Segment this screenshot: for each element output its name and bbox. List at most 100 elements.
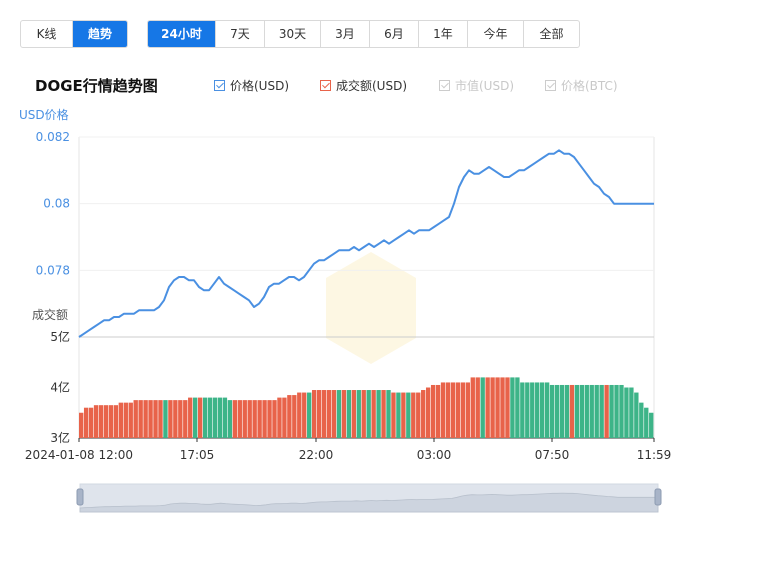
volume-bar bbox=[138, 400, 143, 438]
legend-checkbox-icon[interactable] bbox=[545, 80, 556, 91]
volume-tick-label: 5亿 bbox=[50, 329, 70, 344]
volume-bar bbox=[406, 392, 411, 438]
volume-bar bbox=[158, 400, 163, 438]
volume-bar bbox=[634, 392, 639, 438]
volume-bar bbox=[282, 397, 287, 438]
time-range-tabs: 24小时 7天 30天 3月 6月 1年 今年 全部 bbox=[147, 20, 580, 48]
volume-bar bbox=[525, 382, 530, 438]
volume-bar bbox=[416, 392, 421, 438]
volume-bar bbox=[163, 400, 168, 438]
volume-bar bbox=[336, 390, 342, 438]
volume-bar bbox=[307, 392, 312, 438]
volume-bar bbox=[391, 392, 396, 438]
legend-item-3[interactable]: 价格(BTC) bbox=[545, 77, 618, 94]
legend-checkbox-icon[interactable] bbox=[214, 80, 225, 91]
volume-bar bbox=[178, 400, 183, 438]
legend-label: 价格(USD) bbox=[230, 79, 290, 93]
volume-bar bbox=[609, 384, 614, 438]
volume-bar bbox=[589, 384, 594, 438]
volume-bar bbox=[505, 377, 510, 438]
volume-bar bbox=[559, 384, 565, 438]
volume-bar bbox=[401, 392, 406, 438]
tab-range-3[interactable]: 3月 bbox=[321, 21, 370, 47]
volume-bar bbox=[485, 377, 490, 438]
zoom-handle-right-icon[interactable] bbox=[654, 488, 662, 506]
tab-range-1[interactable]: 7天 bbox=[216, 21, 265, 47]
x-tick-label: 2024-01-08 12:00 bbox=[25, 448, 133, 462]
volume-bar bbox=[207, 397, 213, 438]
legend-item-1[interactable]: 成交额(USD) bbox=[320, 77, 407, 94]
volume-bar bbox=[168, 400, 173, 438]
volume-bar bbox=[272, 400, 277, 438]
volume-bar bbox=[644, 407, 649, 438]
volume-bar bbox=[510, 377, 515, 438]
volume-bar bbox=[262, 400, 267, 438]
tab-range-0[interactable]: 24小时 bbox=[148, 21, 216, 47]
volume-bar bbox=[554, 384, 560, 438]
x-tick-label: 11:59 bbox=[637, 448, 672, 462]
volume-bar bbox=[113, 405, 119, 438]
volume-bar bbox=[614, 384, 619, 438]
volume-bar bbox=[193, 397, 198, 438]
volume-bar bbox=[118, 402, 124, 438]
tab-view-1[interactable]: 趋势 bbox=[73, 21, 127, 47]
volume-bar bbox=[396, 392, 401, 438]
tab-view-0[interactable]: K线 bbox=[21, 21, 73, 47]
volume-bar bbox=[430, 384, 436, 438]
volume-bar bbox=[212, 397, 218, 438]
volume-bar bbox=[366, 390, 371, 438]
volume-bar bbox=[188, 397, 193, 438]
volume-bar bbox=[103, 405, 109, 438]
chart-title: DOGE行情趋势图 bbox=[35, 77, 158, 95]
volume-bar bbox=[173, 400, 178, 438]
legend-label: 价格(BTC) bbox=[561, 79, 618, 93]
volume-bar bbox=[297, 392, 302, 438]
volume-bar bbox=[470, 377, 475, 438]
volume-bar bbox=[564, 384, 570, 438]
volume-bar bbox=[128, 402, 133, 438]
volume-bar bbox=[549, 384, 555, 438]
volume-bar bbox=[143, 400, 148, 438]
volume-bar bbox=[604, 384, 609, 438]
volume-bar bbox=[445, 382, 451, 438]
price-tick-label: 0.082 bbox=[36, 130, 70, 144]
volume-bar bbox=[500, 377, 505, 438]
volume-bar bbox=[371, 390, 376, 438]
volume-bar bbox=[421, 390, 426, 438]
volume-axis-label: 成交额 bbox=[32, 307, 68, 322]
volume-bar bbox=[197, 397, 203, 438]
volume-bar bbox=[535, 382, 540, 438]
volume-tick-label: 4亿 bbox=[50, 380, 70, 395]
legend-checkbox-icon[interactable] bbox=[439, 80, 450, 91]
x-tick-label: 07:50 bbox=[535, 448, 570, 462]
zoom-handle-left-icon[interactable] bbox=[76, 488, 84, 506]
x-tick-label: 22:00 bbox=[299, 448, 334, 462]
volume-bar bbox=[88, 407, 94, 438]
price-line bbox=[78, 149, 654, 338]
tab-range-4[interactable]: 6月 bbox=[370, 21, 419, 47]
tab-range-2[interactable]: 30天 bbox=[265, 21, 321, 47]
legend-item-2[interactable]: 市值(USD) bbox=[439, 77, 514, 94]
volume-bar bbox=[639, 402, 644, 438]
x-tick-label: 17:05 bbox=[180, 448, 215, 462]
volume-bar bbox=[183, 400, 188, 438]
tab-range-5[interactable]: 1年 bbox=[419, 21, 468, 47]
volume-bar bbox=[599, 384, 604, 438]
volume-bar bbox=[153, 400, 158, 438]
tab-range-6[interactable]: 今年 bbox=[468, 21, 524, 47]
volume-bar bbox=[287, 395, 292, 438]
volume-bar bbox=[490, 377, 495, 438]
x-tick-label: 03:00 bbox=[417, 448, 452, 462]
volume-bar bbox=[569, 384, 575, 438]
volume-bar bbox=[252, 400, 257, 438]
volume-bar bbox=[311, 390, 317, 438]
legend-label: 市值(USD) bbox=[455, 79, 515, 93]
volume-bar bbox=[346, 390, 352, 438]
volume-bar bbox=[247, 400, 252, 438]
legend-checkbox-icon[interactable] bbox=[320, 80, 331, 91]
volume-bar bbox=[381, 390, 386, 438]
zoom-preview-area bbox=[79, 492, 659, 513]
tab-range-7[interactable]: 全部 bbox=[539, 27, 564, 41]
legend-item-0[interactable]: 价格(USD) bbox=[214, 77, 289, 94]
